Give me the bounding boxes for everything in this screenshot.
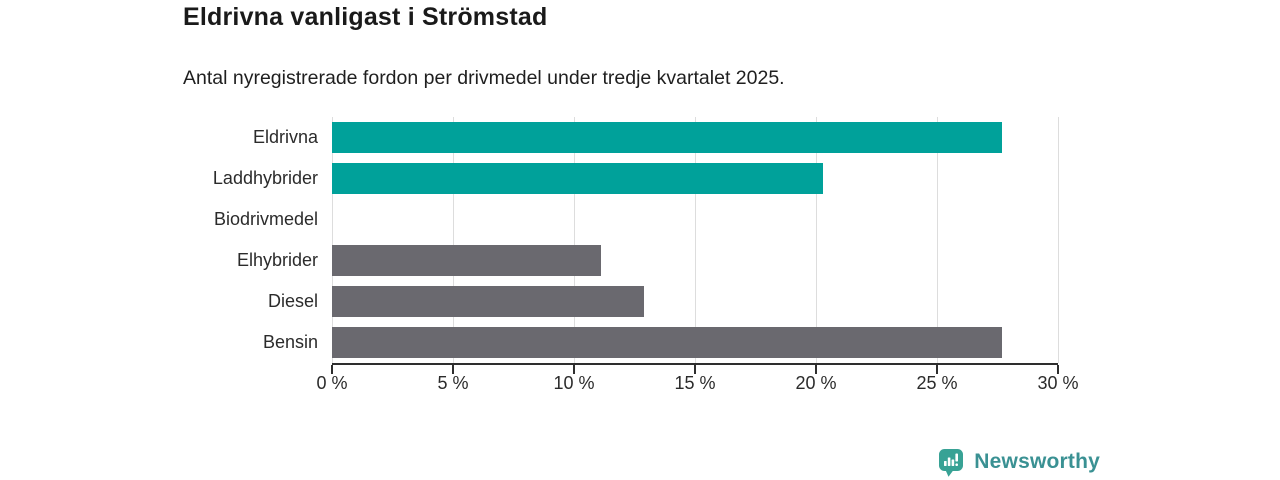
category-label-laddhybrider: Laddhybrider	[212, 168, 318, 188]
bar-row-biodrivmedel	[332, 199, 1058, 240]
gridline-25	[937, 117, 938, 363]
gridline-0	[332, 117, 333, 363]
axis-tick-label-5: 5 %	[437, 373, 469, 393]
bar-laddhybrider	[332, 163, 824, 194]
gridline-10	[574, 117, 575, 363]
category-labels: Eldrivna Laddhybrider Biodrivmedel Elhybrid…	[100, 117, 332, 363]
newsworthy-logo: Newsworthy	[936, 446, 1100, 478]
axis-tick-label-0: 0 %	[316, 373, 348, 393]
axis-tick-10	[573, 365, 575, 374]
chart-subtitle: Antal nyregistrerade fordon per drivmede…	[183, 67, 785, 89]
newsworthy-badge-icon	[939, 448, 964, 477]
plot-area	[332, 117, 1059, 363]
chart-title: Eldrivna vanligast i Strömstad	[183, 3, 548, 31]
gridline-20	[816, 117, 817, 363]
axis-tick-15	[694, 365, 696, 374]
category-label-eldrivna: Eldrivna	[252, 127, 318, 147]
axis-tick-5	[452, 365, 454, 374]
bar-row-eldrivna	[332, 117, 1058, 158]
category-label-biodrivmedel: Biodrivmedel	[213, 209, 318, 229]
category-label-bensin: Bensin	[262, 332, 318, 352]
category-label-elhybrider: Elhybrider	[236, 250, 318, 270]
x-axis	[331, 363, 1059, 374]
bar-bensin	[332, 327, 1003, 358]
bar-eldrivna	[332, 122, 1003, 153]
axis-tick-label-30: 30 %	[1037, 373, 1079, 393]
category-label-diesel: Diesel	[267, 291, 318, 311]
bar-row-elhybrider	[332, 240, 1058, 281]
bar-row-diesel	[332, 281, 1058, 322]
axis-tick-label-20: 20 %	[795, 373, 837, 393]
gridline-30	[1058, 117, 1059, 363]
bar-diesel	[332, 286, 645, 317]
axis-tick-25	[936, 365, 938, 374]
axis-tick-label-10: 10 %	[553, 373, 595, 393]
axis-tick-20	[815, 365, 817, 374]
newsworthy-logo-text: Newsworthy	[974, 450, 1100, 473]
axis-tick-30	[1057, 365, 1059, 374]
bar-row-laddhybrider	[332, 158, 1058, 199]
gridline-15	[695, 117, 696, 363]
axis-tick-label-25: 25 %	[916, 373, 958, 393]
bar-row-bensin	[332, 322, 1058, 363]
gridline-5	[453, 117, 454, 363]
axis-tick-0	[331, 365, 333, 374]
x-axis-tick-labels: 0 % 5 % 10 % 15 % 20 % 25 % 30 %	[316, 373, 1078, 397]
axis-tick-label-15: 15 %	[674, 373, 716, 393]
bar-elhybrider	[332, 245, 601, 276]
